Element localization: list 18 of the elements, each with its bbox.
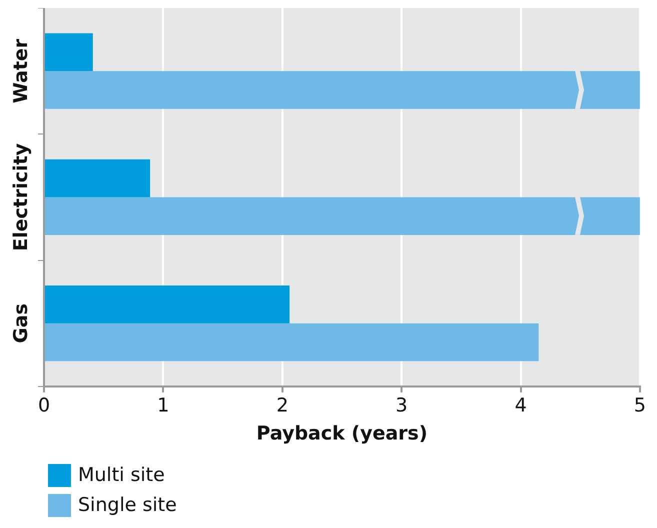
y-tick-label: Water	[10, 38, 32, 104]
bar	[45, 285, 290, 324]
y-tick-label: Electricity	[10, 142, 32, 252]
legend-label: Multi site	[78, 464, 165, 486]
bar	[45, 323, 539, 362]
x-tick-label: 1	[157, 394, 170, 417]
legend-label: Single site	[78, 494, 177, 516]
x-tick-label: 3	[396, 394, 408, 417]
x-tick-label: 2	[276, 394, 288, 417]
bar	[45, 71, 640, 109]
y-tick-label: Gas	[10, 303, 32, 344]
bar	[45, 159, 150, 198]
x-tick-label: 0	[38, 394, 50, 417]
bar	[45, 197, 640, 236]
x-axis-title: Payback (years)	[256, 422, 428, 445]
x-tick-label: 4	[514, 394, 527, 417]
x-tick-label: 5	[634, 394, 646, 417]
bar	[45, 33, 93, 72]
